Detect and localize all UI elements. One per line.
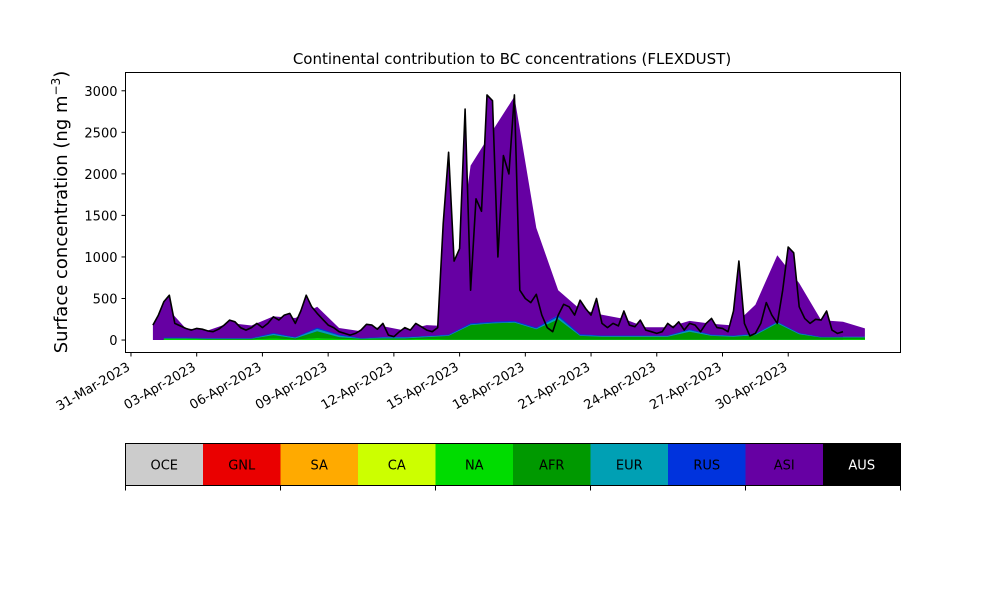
legend-swatch-oce — [125, 443, 203, 486]
y-tick-label-3000: 3000 — [84, 85, 117, 100]
plot-frame — [125, 72, 901, 353]
legend-label-sa: SA — [311, 459, 328, 474]
legend-swatch-ca — [358, 443, 436, 486]
legend-swatch-eur — [590, 443, 668, 486]
legend-label-gnl: GNL — [228, 459, 256, 474]
y-tick-label-2500: 2500 — [84, 126, 117, 141]
y-tick-label-0: 0 — [109, 334, 117, 349]
legend-label-rus: RUS — [693, 459, 720, 474]
y-tick-label-1000: 1000 — [84, 251, 117, 266]
legend-swatch-sa — [280, 443, 358, 486]
y-axis-label-exponent: −3 — [49, 78, 63, 96]
legend-label-eur: EUR — [616, 459, 643, 474]
legend: OCE GNL SA CA NA AFR EUR RUS ASI AUS — [125, 443, 901, 491]
legend-swatch-na — [435, 443, 513, 486]
legend-swatch-afr — [513, 443, 591, 486]
y-tick-label-1500: 1500 — [84, 209, 117, 224]
y-tick-label-500: 500 — [93, 292, 118, 307]
legend-label-na: NA — [465, 459, 484, 474]
area-series-na-overlay — [163, 338, 865, 340]
legend-swatch-asi — [745, 443, 823, 486]
legend-label-asi: ASI — [774, 459, 795, 474]
legend-swatch-aus — [823, 443, 901, 486]
legend-frame — [125, 443, 901, 486]
legend-label-afr: AFR — [539, 459, 564, 474]
y-axis-label-main: Surface concentration (ng m — [51, 95, 72, 353]
y-tick-label-2000: 2000 — [84, 168, 117, 183]
total-area-fill — [152, 94, 843, 341]
y-axis-label: Surface concentration (ng m−3) — [49, 71, 72, 354]
legend-label-ca: CA — [388, 459, 406, 474]
legend-label-oce: OCE — [150, 459, 178, 474]
y-axis-label-close: ) — [51, 71, 72, 78]
chart-title: Continental contribution to BC concentra… — [293, 50, 731, 68]
area-series-afr-overlay — [163, 319, 865, 340]
y-axis: 0 500 1000 1500 2000 2500 3000 — [84, 85, 126, 349]
total-line — [152, 94, 844, 338]
legend-swatch-rus — [668, 443, 746, 486]
legend-label-aus: AUS — [848, 459, 875, 474]
legend-swatch-gnl — [203, 443, 281, 486]
total-line-group — [152, 94, 865, 341]
